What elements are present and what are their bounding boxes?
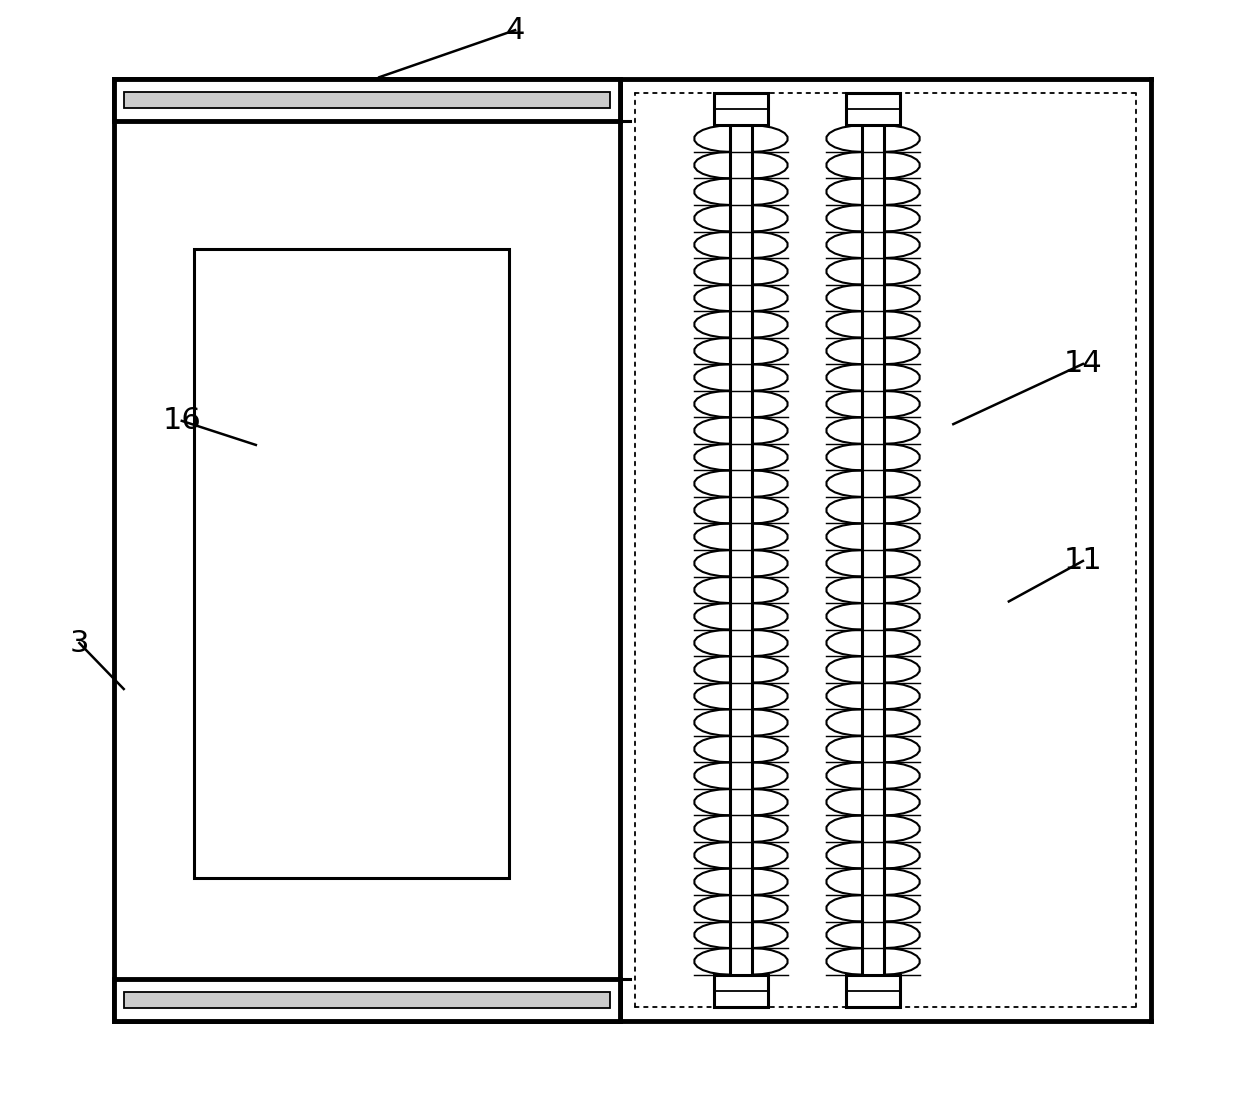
Bar [195, 249, 508, 878]
Text: 16: 16 [162, 406, 201, 436]
Bar [114, 979, 620, 1021]
Bar [124, 92, 610, 108]
Bar [714, 92, 768, 125]
Text: 3: 3 [69, 628, 89, 658]
Bar [714, 975, 768, 1008]
Bar [846, 975, 900, 1008]
Bar [114, 79, 620, 121]
Text: 4: 4 [506, 15, 525, 45]
Text: 11: 11 [1064, 547, 1102, 575]
Bar [846, 92, 900, 125]
Bar [124, 992, 610, 1008]
Text: 14: 14 [1064, 350, 1102, 378]
Bar [114, 79, 620, 1021]
